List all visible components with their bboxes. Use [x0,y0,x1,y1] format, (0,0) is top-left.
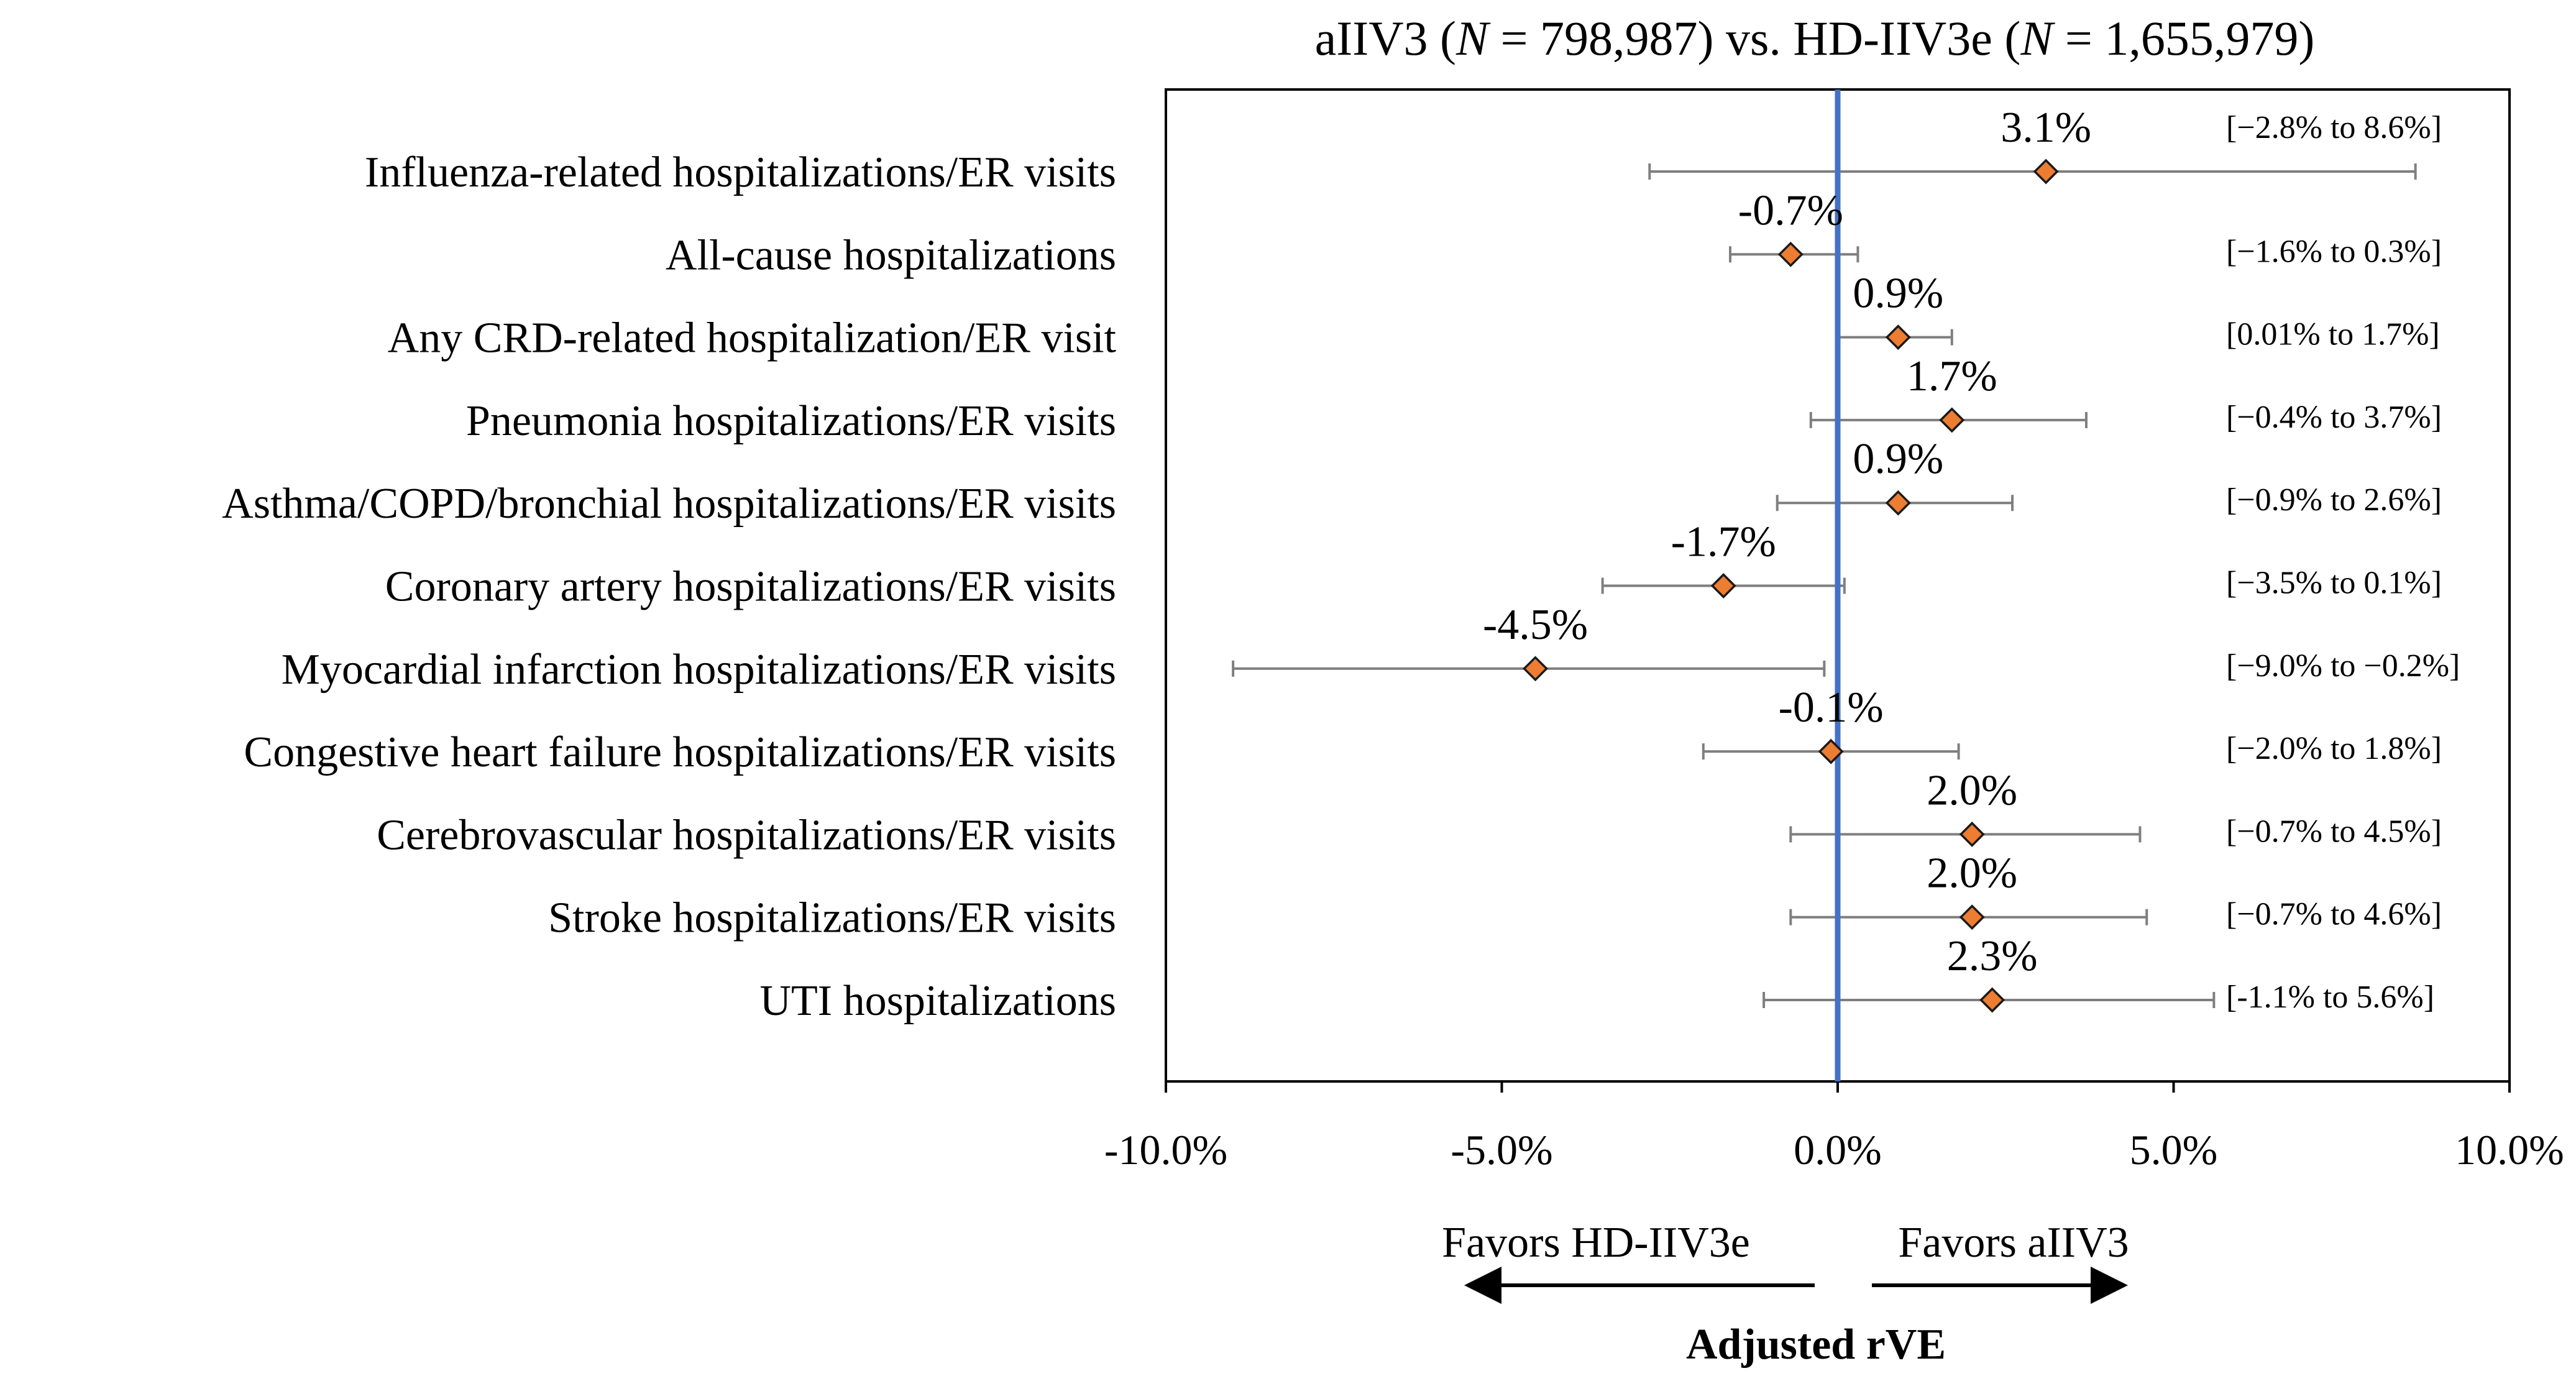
category-label: Influenza-related hospitalizations/ER vi… [365,149,1116,196]
title-n-italic: N [2020,11,2055,65]
ci-label: [0.01% to 1.7%] [2226,317,2440,352]
estimate-label: -1.7% [1671,518,1776,566]
estimate-label: 2.0% [1927,766,2017,814]
favors-left-label: Favors HD-IIV3e [1442,1219,1750,1267]
estimate-label: -0.7% [1738,186,1843,234]
estimate-label: 2.0% [1927,850,2017,897]
estimate-marker [1885,324,1911,351]
category-label: Myocardial infarction hospitalizations/E… [282,646,1116,694]
category-label: Coronary artery hospitalizations/ER visi… [385,563,1116,611]
title-n-italic: N [1455,11,1491,65]
estimate-marker [1777,241,1804,267]
estimate-marker [1818,738,1844,764]
ci-label: [−0.9% to 2.6%] [2226,482,2442,518]
title-part: = 1,655,979) [2053,11,2314,65]
ci-label: [−2.0% to 1.8%] [2226,731,2442,766]
estimate-label: -4.5% [1483,601,1588,649]
x-axis-ticks-group: -10.0% -5.0% 0.0% 5.0% 10.0% [1104,1081,2564,1173]
title-part: aIIV3 ( [1315,11,1456,65]
estimate-marker [1959,904,1985,930]
x-tick-label: 0.0% [1794,1126,1882,1173]
ci-label: [−0.7% to 4.6%] [2226,897,2442,932]
category-label: Stroke hospitalizations/ER visits [548,894,1116,942]
category-label: All-cause hospitalizations [666,231,1116,279]
estimate-label: 1.7% [1907,352,1997,400]
x-tick-label: -5.0% [1451,1126,1552,1173]
ci-label: [−3.5% to 0.1%] [2226,566,2442,601]
estimate-marker [1939,407,1965,433]
category-label: Cerebrovascular hospitalizations/ER visi… [377,811,1116,859]
estimate-marker [1710,573,1736,599]
estimate-marker [1523,656,1549,682]
estimate-marker [2033,158,2059,185]
x-tick-label: 10.0% [2455,1126,2564,1173]
chart-title: aIIV3 (N = 798,987) vs. HD-IIV3e (N = 1,… [1315,11,2315,65]
ci-label: [-1.1% to 5.6%] [2226,980,2434,1015]
ci-label: [−0.7% to 4.5%] [2226,814,2442,849]
markers-group [1523,158,2059,1013]
x-axis-title: Adjusted rVE [1686,1321,1946,1369]
ci-label: [−2.8% to 8.6%] [2226,110,2442,145]
estimate-labels-group: 3.1%-0.7%0.9%1.7%0.9%-1.7%-4.5%-0.1%2.0%… [1483,104,2091,980]
estimate-marker [1885,490,1911,516]
ci-labels-group: [−2.8% to 8.6%] [−1.6% to 0.3%] [0.01% to … [2226,110,2460,1015]
title-part: = 798,987) vs. HD-IIV3e ( [1488,11,2020,65]
estimate-label: 3.1% [2001,104,2091,152]
category-labels-group: Influenza-related hospitalizations/ER vi… [222,149,1116,1025]
category-label: Pneumonia hospitalizations/ER visits [466,397,1116,445]
estimate-marker [1979,987,2005,1013]
ci-label: [−1.6% to 0.3%] [2226,234,2442,269]
category-label: UTI hospitalizations [759,977,1116,1025]
estimate-marker [1959,821,1985,847]
category-label: Any CRD-related hospitalization/ER visit [388,314,1117,362]
estimate-label: -0.1% [1779,684,1884,732]
category-label: Congestive heart failure hospitalization… [244,728,1116,776]
ci-label: [−0.4% to 3.7%] [2226,400,2442,435]
ci-label: [−9.0% to −0.2%] [2226,648,2460,684]
estimate-label: 0.9% [1853,435,1943,483]
x-tick-label: -10.0% [1104,1126,1227,1173]
favors-right-label: Favors aIIV3 [1898,1219,2129,1267]
estimate-label: 0.9% [1853,270,1943,318]
estimate-label: 2.3% [1947,932,2038,980]
x-tick-label: 5.0% [2130,1126,2218,1173]
category-label: Asthma/COPD/bronchial hospitalizations/E… [222,480,1116,528]
